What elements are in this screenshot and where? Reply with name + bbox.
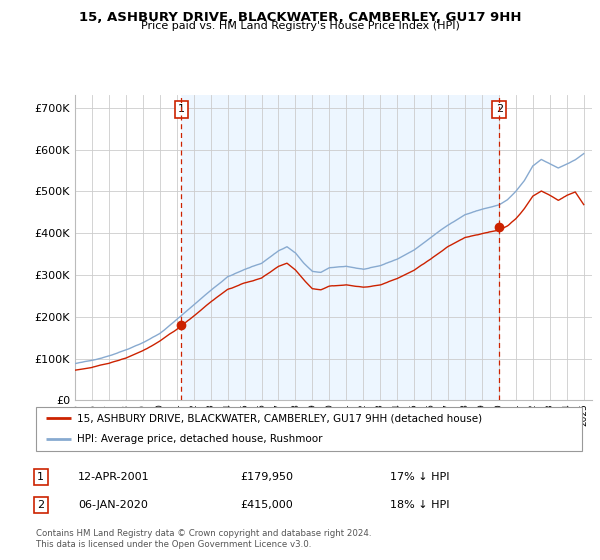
Text: £179,950: £179,950 — [240, 472, 293, 482]
FancyBboxPatch shape — [36, 407, 582, 451]
Text: 2: 2 — [496, 104, 503, 114]
Text: 2: 2 — [37, 500, 44, 510]
Text: Price paid vs. HM Land Registry's House Price Index (HPI): Price paid vs. HM Land Registry's House … — [140, 21, 460, 31]
Text: Contains HM Land Registry data © Crown copyright and database right 2024.
This d: Contains HM Land Registry data © Crown c… — [36, 529, 371, 549]
Text: HPI: Average price, detached house, Rushmoor: HPI: Average price, detached house, Rush… — [77, 433, 322, 444]
Text: 17% ↓ HPI: 17% ↓ HPI — [390, 472, 449, 482]
Text: 06-JAN-2020: 06-JAN-2020 — [78, 500, 148, 510]
Text: 15, ASHBURY DRIVE, BLACKWATER, CAMBERLEY, GU17 9HH: 15, ASHBURY DRIVE, BLACKWATER, CAMBERLEY… — [79, 11, 521, 24]
Text: 1: 1 — [37, 472, 44, 482]
Text: 18% ↓ HPI: 18% ↓ HPI — [390, 500, 449, 510]
Text: £415,000: £415,000 — [240, 500, 293, 510]
Text: 15, ASHBURY DRIVE, BLACKWATER, CAMBERLEY, GU17 9HH (detached house): 15, ASHBURY DRIVE, BLACKWATER, CAMBERLEY… — [77, 413, 482, 423]
Text: 1: 1 — [178, 104, 185, 114]
Bar — [181, 95, 499, 400]
Text: 12-APR-2001: 12-APR-2001 — [78, 472, 149, 482]
